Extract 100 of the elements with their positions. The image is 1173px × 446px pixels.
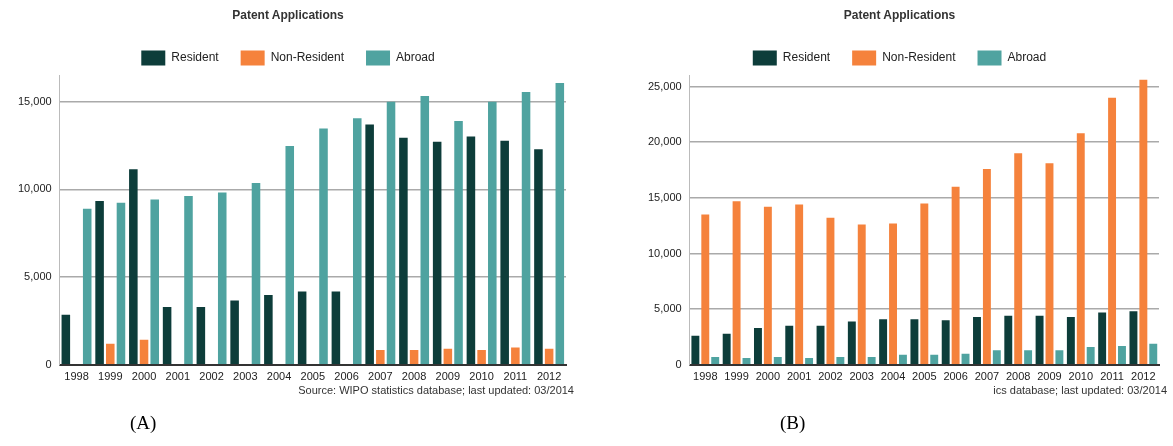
bar bbox=[217, 192, 227, 365]
x-tick-label: 2006 bbox=[943, 370, 968, 383]
bar bbox=[920, 203, 929, 365]
x-tick-label: 2007 bbox=[974, 370, 1000, 383]
source-note: Source: WIPO statistics database; last updated: 03/2014 bbox=[298, 384, 574, 396]
bar bbox=[365, 124, 374, 365]
text: ics database; last updated: 03/2014 bbox=[993, 384, 1167, 396]
x-tick-label: 2001 bbox=[165, 370, 191, 383]
bar bbox=[1108, 97, 1117, 365]
bar bbox=[399, 137, 408, 365]
bar bbox=[61, 314, 71, 365]
bar bbox=[785, 325, 794, 365]
x-tick-label: 2004 bbox=[880, 370, 906, 383]
x-tick-label: 2001 bbox=[786, 370, 812, 383]
bar bbox=[264, 294, 273, 365]
bar bbox=[1086, 346, 1095, 365]
bar bbox=[477, 350, 486, 365]
legend-label: Resident bbox=[171, 50, 220, 65]
bar bbox=[251, 182, 261, 365]
legend-label: Non-Resident bbox=[882, 50, 957, 65]
bar bbox=[816, 325, 825, 365]
bar bbox=[711, 357, 720, 365]
x-tick-label: 2012 bbox=[1131, 370, 1156, 383]
y-tick-label: 5,000 bbox=[654, 302, 682, 315]
x-tick-label: 2004 bbox=[266, 370, 292, 383]
bar bbox=[544, 348, 554, 365]
bar bbox=[1035, 315, 1044, 365]
bar bbox=[732, 201, 741, 365]
y-tick-label: 5,000 bbox=[24, 270, 52, 283]
bar bbox=[420, 95, 430, 365]
legend-label: Non-Resident bbox=[270, 50, 345, 65]
bar bbox=[511, 347, 520, 365]
bar bbox=[139, 339, 149, 365]
bar bbox=[973, 316, 981, 365]
bar bbox=[930, 354, 939, 365]
x-tick-label: 2008 bbox=[1005, 370, 1031, 383]
bar bbox=[826, 217, 835, 365]
bar bbox=[534, 149, 543, 365]
bar bbox=[521, 91, 531, 365]
x-tick-label: 2005 bbox=[912, 370, 937, 383]
bar bbox=[196, 307, 206, 365]
x-tick-label: 2011 bbox=[503, 370, 528, 383]
bar bbox=[285, 145, 295, 365]
bar bbox=[1066, 316, 1075, 365]
bar bbox=[95, 200, 104, 365]
bar bbox=[941, 320, 950, 365]
bar bbox=[454, 121, 463, 365]
x-tick-label: 2003 bbox=[849, 370, 874, 383]
bar bbox=[331, 291, 341, 365]
bar bbox=[500, 140, 509, 365]
bar bbox=[1024, 350, 1033, 365]
y-tick-label: 25,000 bbox=[647, 79, 682, 92]
x-tick-label: 2002 bbox=[199, 370, 224, 383]
bar bbox=[432, 141, 442, 365]
x-tick-label: 2006 bbox=[334, 370, 359, 383]
bar bbox=[992, 350, 1001, 365]
bar bbox=[1014, 153, 1023, 365]
bar bbox=[116, 202, 126, 365]
x-tick-label: 2012 bbox=[536, 370, 562, 383]
bar bbox=[386, 101, 396, 365]
bar bbox=[879, 319, 888, 365]
y-tick-label: 20,000 bbox=[647, 135, 682, 148]
legend-label: Abroad bbox=[1007, 50, 1047, 65]
bar bbox=[691, 335, 700, 365]
bar bbox=[982, 168, 991, 365]
bar bbox=[352, 118, 362, 365]
y-tick-label: 10,000 bbox=[647, 246, 682, 259]
bar bbox=[1118, 345, 1126, 365]
bar bbox=[1149, 343, 1158, 365]
bar bbox=[867, 357, 876, 365]
bar bbox=[82, 208, 92, 365]
bar bbox=[488, 101, 497, 365]
chart-title: Patent Applications bbox=[232, 7, 345, 22]
x-tick-label: 2000 bbox=[755, 370, 781, 383]
y-tick-label: 0 bbox=[675, 357, 682, 370]
x-tick-label: 2000 bbox=[131, 370, 157, 383]
bar bbox=[1004, 315, 1013, 365]
bar bbox=[836, 357, 845, 365]
bar bbox=[847, 321, 856, 365]
bar bbox=[150, 199, 159, 365]
text: (A) bbox=[130, 412, 157, 434]
y-tick-label: 15,000 bbox=[17, 94, 52, 107]
x-tick-label: 2005 bbox=[300, 370, 326, 383]
chart-title: Patent Applications bbox=[843, 7, 956, 22]
bar bbox=[443, 348, 453, 365]
bar bbox=[230, 300, 239, 365]
bar bbox=[466, 136, 476, 365]
x-tick-label: 2009 bbox=[435, 370, 461, 383]
x-tick-label: 2009 bbox=[1037, 370, 1062, 383]
bar bbox=[106, 343, 115, 365]
bar bbox=[129, 169, 138, 365]
bar bbox=[805, 358, 814, 365]
bar bbox=[1076, 133, 1085, 365]
bar bbox=[297, 291, 307, 365]
bar bbox=[1129, 311, 1138, 365]
bar bbox=[1098, 312, 1107, 365]
x-tick-label: 2002 bbox=[818, 370, 843, 383]
bar bbox=[319, 128, 328, 365]
x-tick-label: 2008 bbox=[401, 370, 427, 383]
bar bbox=[763, 206, 772, 365]
